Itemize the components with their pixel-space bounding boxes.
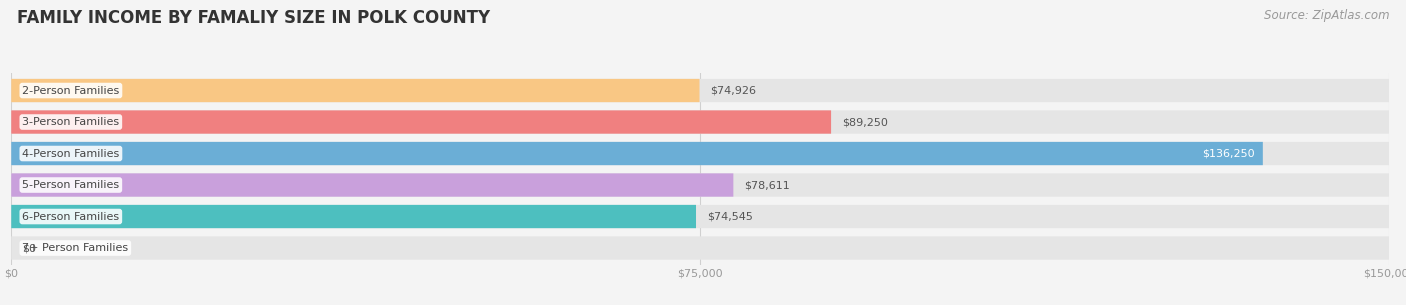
Text: $0: $0 [22, 243, 37, 253]
Text: $74,926: $74,926 [710, 85, 756, 95]
Text: $89,250: $89,250 [842, 117, 889, 127]
FancyBboxPatch shape [11, 205, 1389, 228]
Text: 2-Person Families: 2-Person Families [22, 85, 120, 95]
FancyBboxPatch shape [11, 142, 1389, 165]
FancyBboxPatch shape [11, 79, 700, 102]
FancyBboxPatch shape [11, 173, 1389, 197]
FancyBboxPatch shape [11, 205, 696, 228]
FancyBboxPatch shape [11, 110, 1389, 134]
FancyBboxPatch shape [11, 110, 831, 134]
FancyBboxPatch shape [11, 142, 1263, 165]
FancyBboxPatch shape [11, 173, 734, 197]
FancyBboxPatch shape [11, 79, 1389, 102]
Text: Source: ZipAtlas.com: Source: ZipAtlas.com [1264, 9, 1389, 22]
FancyBboxPatch shape [11, 236, 1389, 260]
Text: 5-Person Families: 5-Person Families [22, 180, 120, 190]
Text: $78,611: $78,611 [744, 180, 790, 190]
Text: 4-Person Families: 4-Person Families [22, 149, 120, 159]
Text: 6-Person Families: 6-Person Families [22, 212, 120, 221]
Text: FAMILY INCOME BY FAMALIY SIZE IN POLK COUNTY: FAMILY INCOME BY FAMALIY SIZE IN POLK CO… [17, 9, 491, 27]
Text: $74,545: $74,545 [707, 212, 752, 221]
Text: 7+ Person Families: 7+ Person Families [22, 243, 128, 253]
Text: $136,250: $136,250 [1202, 149, 1254, 159]
Text: 3-Person Families: 3-Person Families [22, 117, 120, 127]
